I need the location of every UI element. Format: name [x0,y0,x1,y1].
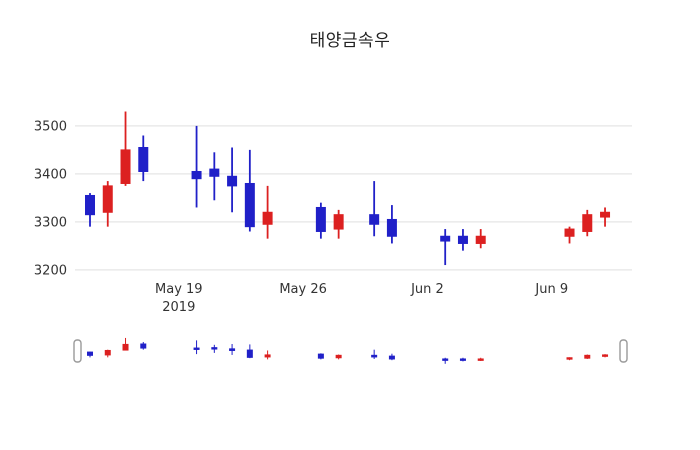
candlestick-mini[interactable] [104,349,111,358]
candle-body[interactable] [386,218,397,237]
candle-body[interactable] [227,175,238,187]
candle-body-mini[interactable] [122,343,129,351]
candlestick-mini[interactable] [193,340,200,355]
candle-body-mini[interactable] [211,347,218,350]
candlestick[interactable] [475,229,486,249]
candlestick-mini[interactable] [442,357,449,364]
candlestick[interactable] [333,209,344,239]
candlestick-mini[interactable] [122,337,129,351]
candle-body[interactable] [475,235,486,244]
candle-body[interactable] [564,228,575,237]
candlestick[interactable] [209,152,220,201]
candlestick[interactable] [369,181,380,237]
candlestick[interactable] [386,205,397,244]
candle-body-mini[interactable] [193,347,200,350]
candle-body-mini[interactable] [459,358,466,361]
candle-body[interactable] [333,214,344,230]
candle-body[interactable] [191,170,202,180]
candle-body-mini[interactable] [317,353,324,359]
candlestick-mini[interactable] [584,354,591,359]
candlestick-mini[interactable] [140,341,147,350]
candle-body-mini[interactable] [602,354,609,357]
candle-body[interactable] [120,149,131,184]
y-axis-tick-label: 3200 [34,263,67,278]
candle-body-mini[interactable] [246,349,253,358]
y-axis-tick-label: 3500 [34,119,67,134]
candle-body[interactable] [138,146,149,172]
candlestick[interactable] [227,147,238,213]
candlestick-mini[interactable] [229,344,236,355]
candle-body[interactable] [582,214,593,232]
candle-body-mini[interactable] [566,357,573,360]
y-axis-tick-label: 3400 [34,167,67,182]
candlestick[interactable] [582,209,593,237]
chart-title: 태양금속우 [309,31,391,51]
rangeslider[interactable] [75,332,632,370]
candlestick[interactable] [564,226,575,244]
candlestick-mini[interactable] [371,349,378,359]
candle-body-mini[interactable] [371,354,378,358]
candlestick[interactable] [102,181,113,227]
x-axis-tick-label: May 19 [155,282,203,297]
candle-body-mini[interactable] [140,343,147,349]
candlestick-mini[interactable] [317,353,324,360]
candle-body-mini[interactable] [264,354,271,358]
candlestick[interactable] [315,202,326,239]
candle-body-mini[interactable] [584,354,591,359]
candlestick-mini[interactable] [388,353,395,361]
candle-body[interactable] [85,194,95,216]
x-axis-tick-label: Jun 2 [410,282,444,297]
candlestick-mini[interactable] [264,350,271,360]
candle-body-mini[interactable] [104,349,111,356]
rangeslider-handle-left[interactable] [73,339,82,363]
candlestick[interactable] [262,185,273,239]
candlestick-mini[interactable] [602,354,609,358]
candlestick-mini[interactable] [335,354,342,360]
candlestick[interactable] [85,193,95,227]
candle-body[interactable] [440,235,451,242]
candle-body[interactable] [244,182,255,228]
candlestick-mini[interactable] [566,357,573,361]
candlestick-mini[interactable] [246,344,253,359]
candle-body[interactable] [315,206,326,232]
candlestick-mini[interactable] [211,344,218,353]
candlestick[interactable] [244,149,255,232]
candlestick[interactable] [138,135,149,182]
candle-body[interactable] [600,211,611,218]
candlestick[interactable] [440,229,451,266]
candle-body[interactable] [102,185,113,213]
candlestick-mini[interactable] [87,351,93,358]
y-axis-tick-label: 3300 [34,215,67,230]
candlestick[interactable] [600,207,611,227]
rangeslider-handle-right[interactable] [619,339,628,363]
x-axis-tick-label: May 26 [279,282,327,297]
candle-body[interactable] [369,214,380,225]
candle-body[interactable] [262,211,273,225]
candlestick-mini[interactable] [459,357,466,362]
x-axis-tick-label: Jun 9 [534,282,568,297]
candle-body-mini[interactable] [229,348,236,351]
candle-body[interactable] [209,168,220,177]
candle-body-mini[interactable] [335,354,342,359]
candlestick-mini[interactable] [477,357,484,361]
candlestick[interactable] [120,111,131,186]
candle-body-mini[interactable] [388,355,395,360]
candle-body-mini[interactable] [442,358,449,361]
candle-body-mini[interactable] [87,351,93,356]
candle-body[interactable] [457,235,468,244]
candlestick[interactable] [457,229,468,251]
x-axis-year-label: 2019 [162,300,195,315]
candle-body-mini[interactable] [477,358,484,361]
candlestick[interactable] [191,125,202,208]
